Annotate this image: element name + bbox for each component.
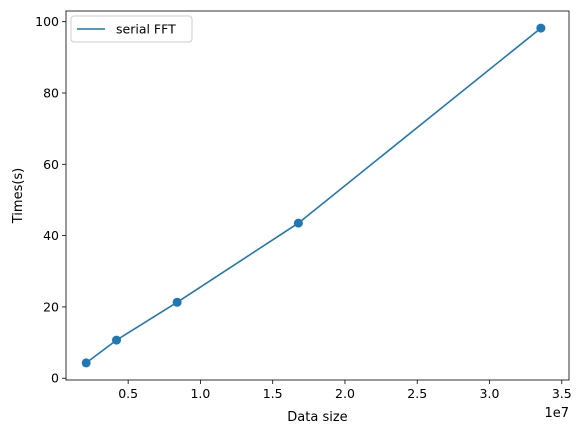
- x-tick-label: 3.5: [552, 386, 572, 401]
- y-tick-label: 40: [43, 228, 59, 243]
- data-point: [81, 358, 91, 368]
- y-tick-label: 0: [51, 371, 59, 386]
- y-axis-ticks: 0 20 40 60 80 100: [35, 14, 66, 386]
- x-tick-label: 0.5: [118, 386, 138, 401]
- y-tick-label: 20: [43, 299, 59, 314]
- series-line: [85, 27, 542, 364]
- x-tick-label: 3.0: [480, 386, 500, 401]
- data-point: [112, 335, 122, 345]
- x-axis-label: Data size: [287, 410, 347, 425]
- y-tick-label: 100: [35, 14, 59, 29]
- data-point: [172, 297, 182, 307]
- legend-label: serial FFT: [116, 22, 176, 37]
- data-point: [293, 218, 303, 228]
- x-axis-scale-factor: 1e7: [544, 406, 569, 421]
- x-tick-label: 1.0: [190, 386, 210, 401]
- y-tick-label: 80: [43, 86, 59, 101]
- y-tick-label: 60: [43, 157, 59, 172]
- axes-frame: [65, 10, 570, 381]
- legend: serial FFT: [70, 15, 193, 43]
- data-point: [536, 23, 546, 33]
- x-tick-label: 2.0: [335, 386, 355, 401]
- y-axis-label: Times(s): [11, 168, 26, 225]
- legend-box: [70, 15, 193, 43]
- plot-area: [81, 23, 546, 368]
- x-tick-label: 1.5: [263, 386, 283, 401]
- x-tick-label: 2.5: [407, 386, 427, 401]
- x-axis-ticks: 0.5 1.0 1.5 2.0 2.5 3.0 3.5: [118, 380, 572, 401]
